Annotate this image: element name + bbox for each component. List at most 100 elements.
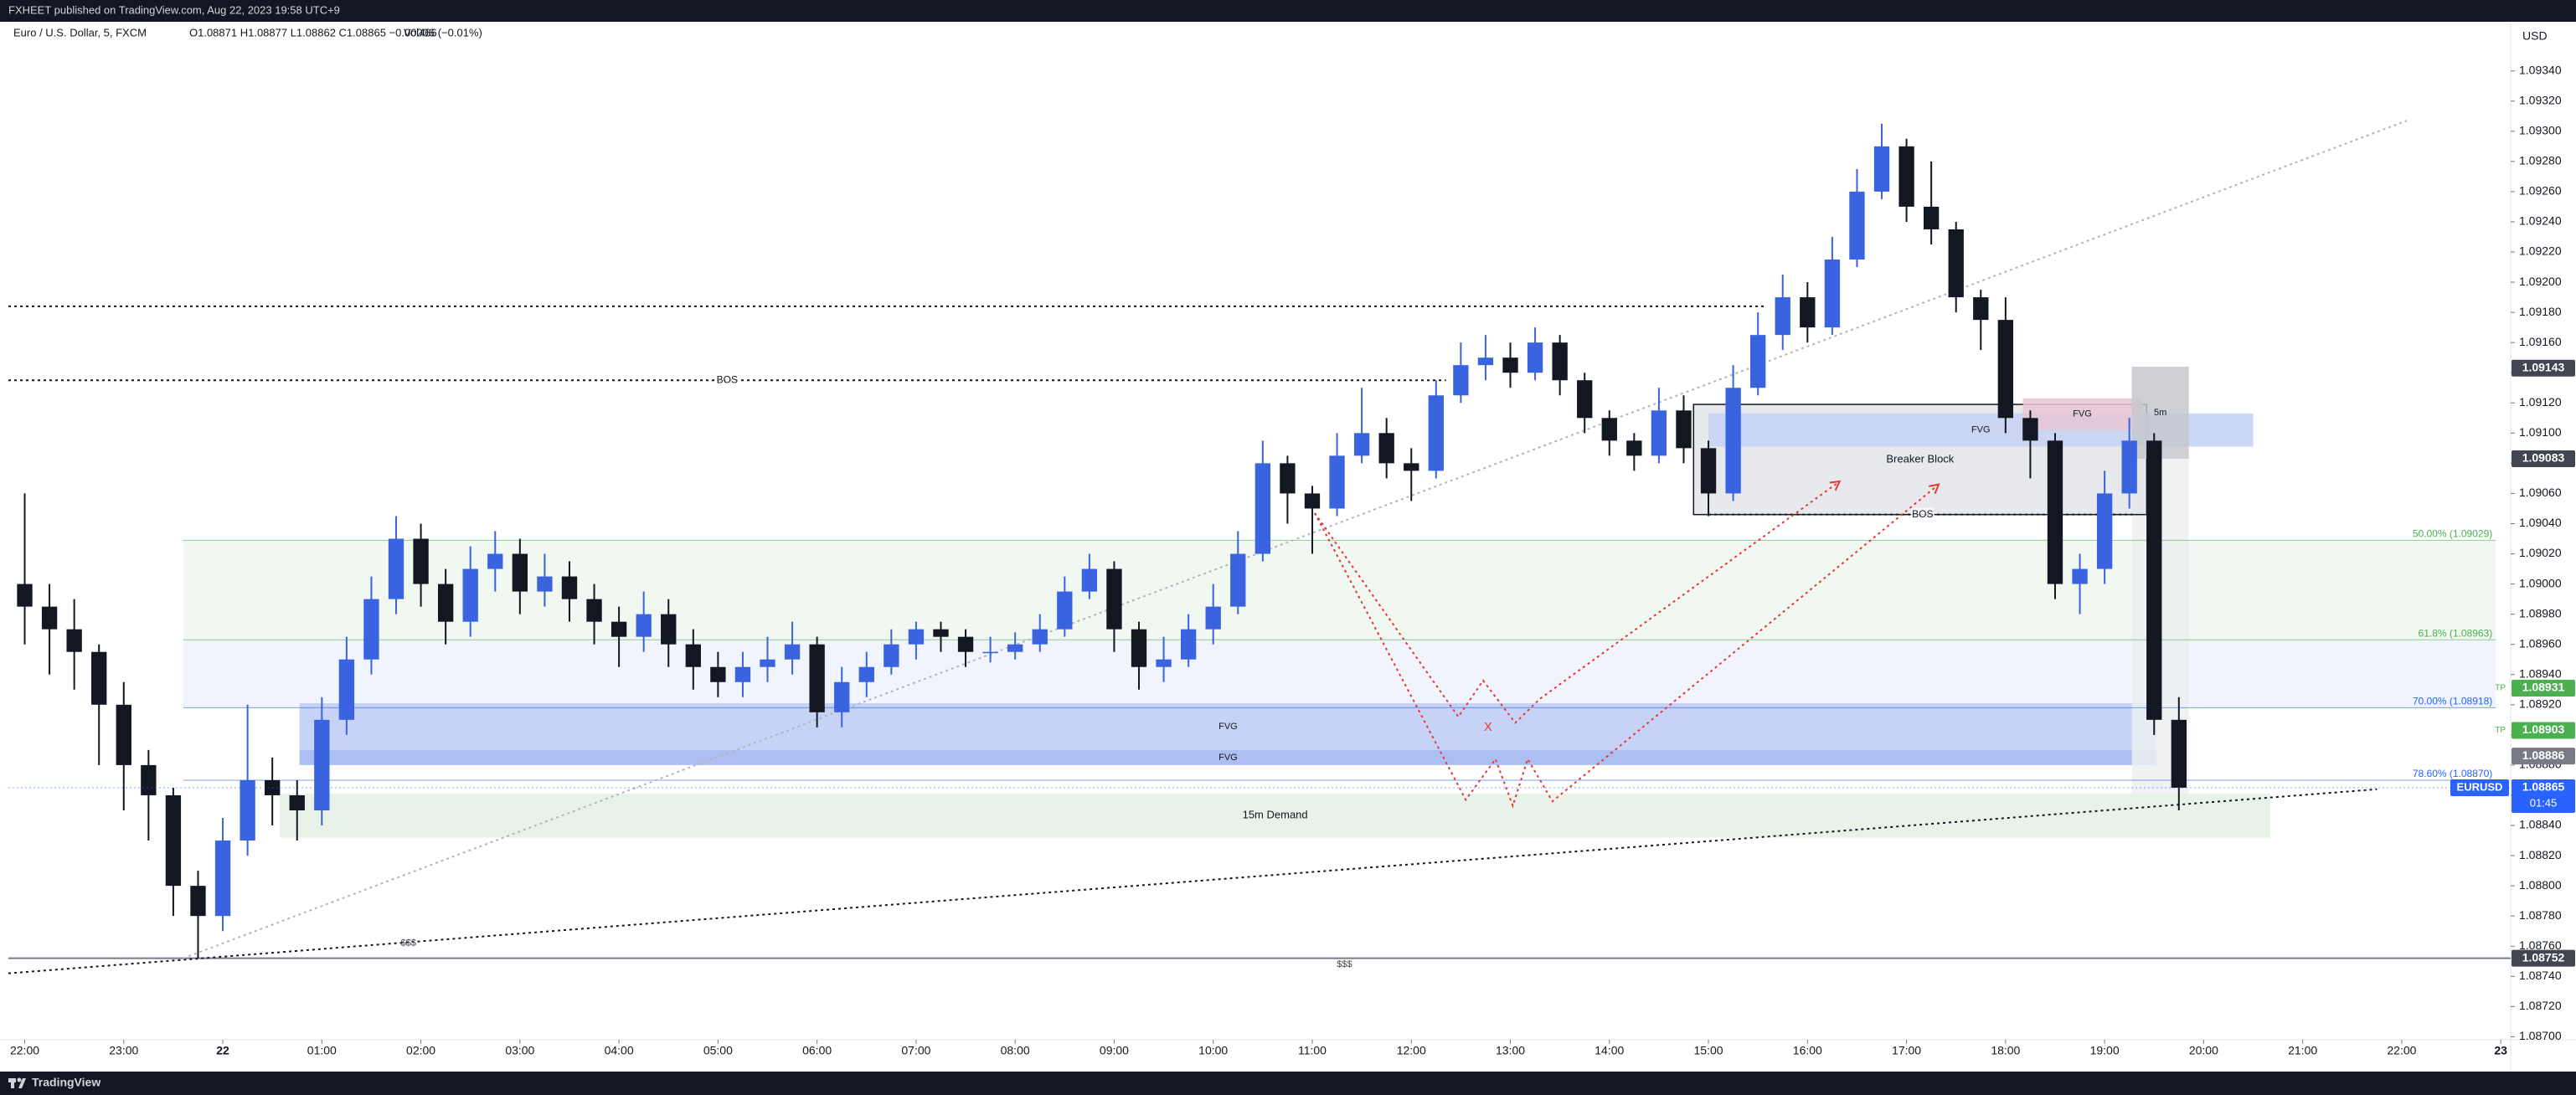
- annotation: $$$: [401, 938, 416, 948]
- candle-body: [1899, 146, 1914, 207]
- candle-body: [1626, 440, 1642, 456]
- candle-body: [487, 553, 503, 569]
- candle-body: [933, 629, 949, 637]
- candles: [17, 123, 2187, 959]
- last-price-bg: [2512, 779, 2575, 813]
- price-label: 1.08931: [2522, 681, 2565, 694]
- candle-body: [784, 644, 801, 660]
- candle-body: [2096, 493, 2113, 569]
- fib-label: 70.00% (1.08918): [2413, 696, 2492, 707]
- zone: [299, 749, 2157, 765]
- candle-body: [1800, 297, 1816, 328]
- x-tick-label: 17:00: [1892, 1044, 1921, 1057]
- candle-body: [908, 629, 925, 645]
- candle-body: [858, 666, 874, 682]
- candle-body: [1700, 448, 1717, 494]
- arrow-head: [1929, 483, 1940, 495]
- candle-body: [2146, 440, 2162, 720]
- countdown-label: 01:45: [2530, 796, 2558, 809]
- candle-body: [2047, 440, 2063, 584]
- candle-body: [834, 681, 850, 712]
- candle-body: [91, 651, 107, 705]
- price-tag: TP: [2495, 684, 2506, 693]
- footer-brand: TradingView: [32, 1076, 100, 1089]
- x-tick-label: 08:00: [1001, 1044, 1030, 1057]
- y-tick-label: 1.09280: [2519, 154, 2562, 167]
- x-tick-label: 03:00: [505, 1044, 534, 1057]
- x-tick-label: 06:00: [802, 1044, 832, 1057]
- candle-body: [1057, 591, 1073, 630]
- y-tick-label: 1.09300: [2519, 123, 2562, 136]
- x-tick-label: 15:00: [1694, 1044, 1723, 1057]
- price-label: 1.08903: [2522, 722, 2565, 736]
- candle-body: [1997, 320, 2014, 419]
- zone: [183, 640, 2496, 708]
- line-label: BOS: [717, 373, 738, 385]
- x-tick-label: 04:00: [605, 1044, 634, 1057]
- y-tick-label: 1.08780: [2519, 908, 2562, 922]
- y-tick-label: 1.09160: [2519, 335, 2562, 348]
- axis-unit: USD: [2522, 29, 2548, 43]
- price-labels: 1.09143 1.09083 1.08931 TP 1.08903 TP 1.08886 1…: [8, 359, 2575, 967]
- zone: [299, 703, 2157, 750]
- candle-body: [1502, 357, 1518, 373]
- y-tick-label: 1.08840: [2519, 818, 2562, 831]
- candle-body: [462, 568, 478, 622]
- logo-part: [11, 1078, 14, 1088]
- x-tick-label: 18:00: [1991, 1044, 2020, 1057]
- y-tick-label: 1.08760: [2519, 938, 2562, 952]
- price-label-bg: [2512, 679, 2575, 697]
- x-tick-label: 05:00: [703, 1044, 733, 1057]
- candle-body: [1873, 146, 1890, 192]
- y-tick-label: 1.08940: [2519, 666, 2562, 680]
- candle-body: [214, 841, 231, 917]
- price-label: 1.09143: [2522, 361, 2565, 374]
- price-tag: TP: [2495, 726, 2506, 735]
- fib-label: 78.60% (1.08870): [2413, 768, 2492, 779]
- y-tick-label: 1.08920: [2519, 697, 2562, 711]
- y-tick-label: 1.09000: [2519, 576, 2562, 589]
- candle-body: [1353, 433, 1370, 456]
- price-label-bg: [2512, 722, 2575, 739]
- price-label-bg: [2512, 949, 2575, 967]
- x-tick-label: 13:00: [1496, 1044, 1525, 1057]
- candle-body: [1329, 455, 1345, 509]
- candle-body: [1923, 206, 1940, 229]
- x-tick-label: 12:00: [1397, 1044, 1426, 1057]
- axes: 1.09340 1.09320 1.09300 1.09280 1.09260 1.092…: [10, 63, 2562, 1056]
- candle-body: [141, 764, 157, 795]
- candle-body: [413, 538, 429, 584]
- candle-body: [512, 553, 528, 592]
- y-tick-label: 1.08740: [2519, 969, 2562, 982]
- candle-body: [561, 576, 578, 599]
- y-tick-label: 1.09100: [2519, 425, 2562, 439]
- candle-body: [1081, 568, 1098, 592]
- candle-body: [165, 794, 182, 887]
- y-tick-label: 1.09020: [2519, 546, 2562, 559]
- candle-body: [1255, 463, 1271, 554]
- y-tick-label: 1.09320: [2519, 93, 2562, 106]
- candle-body: [1849, 191, 1865, 260]
- candle-body: [685, 644, 701, 667]
- candle-body: [190, 886, 206, 917]
- zone-label: FVG: [1218, 753, 1238, 763]
- x-tick-label: 01:00: [307, 1044, 337, 1057]
- candle-body: [1725, 388, 1741, 494]
- candle-body: [1973, 297, 1989, 321]
- zone: [2022, 398, 2142, 430]
- candle-body: [1601, 418, 1617, 441]
- candle-body: [240, 779, 255, 841]
- candle-body: [66, 629, 82, 652]
- candle-body: [1750, 335, 1766, 388]
- x-tick-label: 22:00: [2387, 1044, 2416, 1057]
- price-label-bg: [2512, 450, 2575, 467]
- candle-body: [2022, 418, 2038, 441]
- candle-body: [1651, 410, 1667, 456]
- y-tick-label: 1.08800: [2519, 878, 2562, 892]
- x-tick-label: 16:00: [1793, 1044, 1822, 1057]
- x-tick-label: 07:00: [901, 1044, 930, 1057]
- candle-body: [1428, 395, 1444, 471]
- x-tick-label: 09:00: [1100, 1044, 1129, 1057]
